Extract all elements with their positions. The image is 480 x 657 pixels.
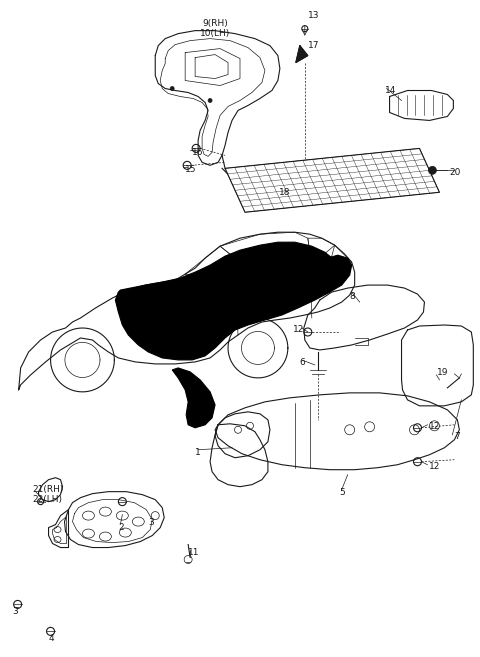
- Text: 16: 16: [192, 148, 204, 158]
- Text: 14: 14: [384, 85, 396, 95]
- Text: 17: 17: [308, 41, 319, 50]
- Text: 12: 12: [430, 462, 441, 470]
- Text: 7: 7: [455, 432, 460, 441]
- Text: 21(RH)
22(LH): 21(RH) 22(LH): [33, 485, 64, 504]
- Text: 3: 3: [148, 518, 154, 527]
- Text: 3: 3: [12, 608, 18, 616]
- Text: 13: 13: [308, 11, 319, 20]
- Text: 12: 12: [293, 325, 305, 334]
- Text: 5: 5: [340, 487, 346, 497]
- Polygon shape: [225, 148, 439, 212]
- Circle shape: [208, 99, 212, 102]
- Circle shape: [170, 87, 174, 91]
- Polygon shape: [302, 255, 352, 305]
- Text: 19: 19: [437, 368, 449, 377]
- Text: 20: 20: [449, 168, 461, 177]
- Text: 1: 1: [195, 448, 201, 457]
- Polygon shape: [115, 242, 340, 360]
- Polygon shape: [172, 368, 215, 428]
- Text: 12: 12: [430, 422, 441, 431]
- Text: 9(RH)
10(LH): 9(RH) 10(LH): [200, 18, 230, 38]
- Circle shape: [429, 166, 436, 174]
- Polygon shape: [296, 45, 308, 62]
- Text: 15: 15: [185, 166, 197, 174]
- Text: 6: 6: [299, 358, 305, 367]
- Text: 18: 18: [279, 189, 290, 197]
- Text: 4: 4: [48, 635, 54, 643]
- Text: 8: 8: [350, 292, 355, 301]
- Text: 2: 2: [119, 522, 124, 532]
- Text: 11: 11: [188, 547, 200, 556]
